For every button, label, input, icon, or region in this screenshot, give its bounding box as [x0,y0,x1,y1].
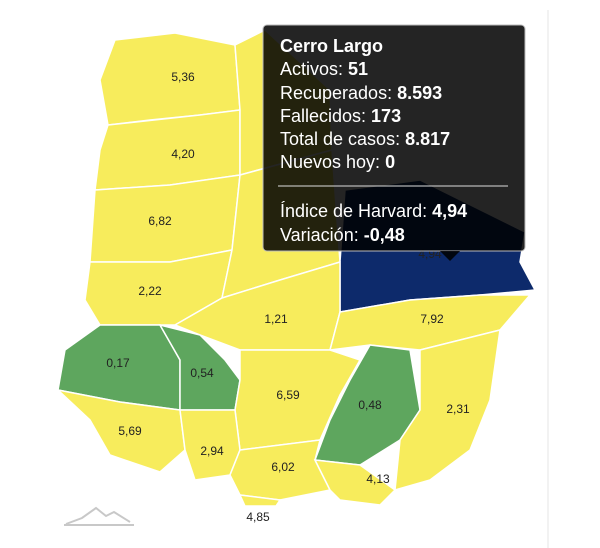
tooltip-row: Variación: -0,48 [280,225,405,245]
department-value: 7,92 [420,312,444,326]
tooltip-value: 8.817 [405,129,450,149]
department [238,494,282,507]
tooltip-value: -0,48 [364,225,405,245]
department-value: 2,94 [200,444,224,458]
tooltip-key: Variación: [280,225,364,245]
department-value: 4,20 [171,147,195,161]
department-value: 6,02 [271,460,295,474]
department-value: 6,59 [276,388,300,402]
department [394,329,501,492]
tooltip: Cerro Largo Activos: 51 Recuperados: 8.59… [262,24,526,261]
tooltip-key: Total de casos: [280,129,405,149]
tooltip-key: Nuevos hoy: [280,152,385,172]
department-value: 2,22 [138,284,162,298]
tooltip-row: Total de casos: 8.817 [280,129,450,149]
department-value: 5,36 [171,70,195,84]
department-value: 0,48 [358,398,382,412]
tooltip-title: Cerro Largo [280,36,383,56]
tooltip-key: Fallecidos: [280,106,371,126]
department-value: 4,13 [366,472,390,486]
tooltip-box [262,24,526,252]
tooltip-value: 8.593 [397,83,442,103]
tooltip-key: Índice de Harvard: [280,201,432,221]
logo [65,506,131,525]
tooltip-value: 51 [348,59,368,79]
tooltip-row: Fallecidos: 173 [280,106,401,126]
department-value: 2,31 [446,402,470,416]
tooltip-row: Índice de Harvard: 4,94 [280,201,467,221]
department-value: 4,85 [246,510,270,524]
department-value: 5,69 [118,424,142,438]
tooltip-row: Recuperados: 8.593 [280,83,442,103]
tooltip-key: Recuperados: [280,83,397,103]
department [229,439,332,501]
department [55,388,186,473]
department-value: 0,17 [106,356,130,370]
department-value: 0,54 [190,366,214,380]
department-value: 6,82 [148,214,172,228]
tooltip-row: Activos: 51 [280,59,368,79]
department [99,32,241,126]
tooltip-value: 4,94 [432,201,467,221]
tooltip-row: Nuevos hoy: 0 [280,152,395,172]
tooltip-value: 0 [385,152,395,172]
department-labels: 5,36 4,20 6,82 2,22 4,94 1,21 7,92 0,17 0,54 6,59… [106,70,470,524]
department-value: 1,21 [264,312,288,326]
tooltip-pointer [440,251,460,261]
tooltip-value: 173 [371,106,401,126]
department [313,459,397,506]
tooltip-key: Activos: [280,59,348,79]
